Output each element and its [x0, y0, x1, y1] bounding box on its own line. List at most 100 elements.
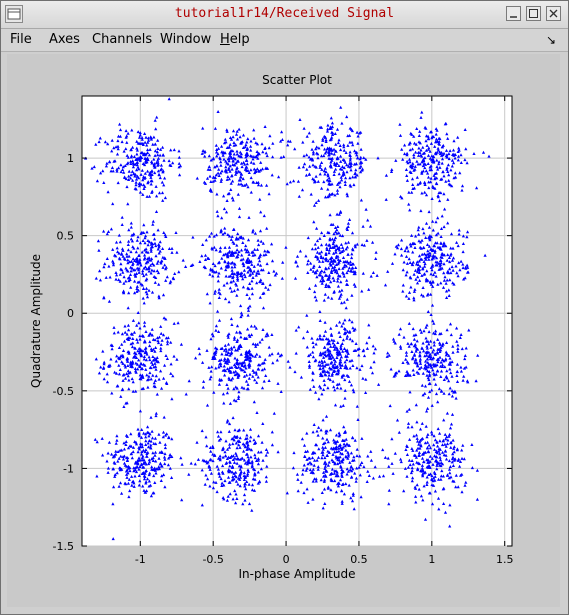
data-point — [323, 273, 328, 277]
data-point — [98, 136, 102, 140]
data-point — [437, 507, 441, 511]
data-point — [343, 388, 347, 392]
menu-axes[interactable]: Axes — [49, 32, 80, 47]
data-point — [335, 382, 339, 386]
data-point — [150, 429, 154, 433]
data-point — [435, 440, 439, 444]
data-point — [313, 179, 317, 183]
data-point — [371, 271, 375, 274]
data-point — [250, 488, 254, 492]
data-point — [463, 128, 467, 131]
data-point — [127, 328, 131, 332]
data-point — [245, 162, 249, 166]
data-point — [333, 265, 337, 269]
data-point — [142, 301, 146, 305]
data-point — [143, 236, 147, 240]
data-point — [259, 239, 263, 243]
menu-file[interactable]: File — [10, 32, 32, 47]
data-point — [224, 210, 229, 214]
data-point — [235, 137, 240, 141]
data-point — [414, 142, 418, 146]
data-point — [309, 462, 313, 466]
data-point — [235, 386, 239, 390]
data-point — [440, 153, 444, 157]
data-point — [340, 250, 344, 253]
data-point — [418, 350, 422, 354]
data-point — [327, 251, 331, 255]
data-point — [137, 266, 141, 270]
data-point — [335, 212, 339, 216]
data-point — [135, 464, 139, 468]
data-point — [146, 441, 150, 445]
menu-channels[interactable]: Channels — [92, 32, 153, 47]
data-point — [129, 332, 133, 336]
data-point — [466, 265, 470, 269]
data-point — [122, 170, 126, 174]
maximize-button[interactable] — [526, 6, 541, 21]
data-point — [144, 152, 148, 156]
data-point — [205, 292, 209, 296]
data-point — [358, 463, 363, 467]
data-point — [265, 154, 269, 158]
data-point — [431, 356, 436, 360]
data-point — [333, 343, 337, 347]
data-point — [432, 160, 436, 164]
data-point — [428, 238, 432, 242]
data-point — [256, 238, 260, 242]
data-point — [330, 268, 334, 272]
data-point — [387, 488, 391, 492]
data-point — [242, 268, 246, 272]
data-point — [123, 363, 127, 367]
data-point — [139, 463, 143, 467]
data-point — [404, 273, 408, 277]
data-point — [218, 454, 222, 458]
data-point — [145, 295, 150, 299]
menu-window[interactable]: Window — [160, 32, 212, 47]
data-point — [151, 222, 155, 226]
data-point — [347, 266, 351, 270]
data-point — [340, 288, 344, 292]
data-point — [470, 443, 474, 446]
dock-arrow-icon[interactable]: ↘ — [545, 33, 556, 47]
data-point — [128, 273, 133, 276]
data-point — [228, 249, 232, 253]
data-point — [367, 323, 371, 327]
data-point — [228, 492, 232, 496]
data-point — [217, 174, 221, 177]
data-point — [443, 365, 447, 369]
data-point — [451, 452, 455, 456]
data-point — [249, 353, 253, 356]
data-point — [241, 364, 245, 367]
close-button[interactable] — [546, 6, 561, 21]
data-point — [209, 231, 214, 235]
data-point — [227, 445, 231, 449]
data-point — [139, 352, 143, 356]
data-point — [236, 287, 240, 291]
data-point — [231, 442, 235, 446]
menu-help[interactable]: Help — [220, 32, 250, 47]
minimize-button[interactable] — [506, 6, 521, 21]
minimize-icon — [510, 16, 517, 18]
data-point — [223, 343, 227, 347]
data-point — [349, 263, 353, 266]
data-point — [330, 245, 334, 249]
data-point — [419, 365, 423, 369]
data-point — [245, 433, 249, 437]
data-point — [143, 460, 147, 464]
data-point — [323, 350, 327, 354]
data-point — [156, 163, 160, 167]
data-point — [457, 261, 461, 265]
data-point — [320, 392, 324, 396]
data-point — [426, 175, 431, 179]
data-point — [417, 259, 421, 263]
data-point — [450, 258, 455, 262]
app-icon[interactable] — [5, 5, 23, 23]
data-point — [425, 373, 429, 377]
title-bar[interactable]: tutorial1r14/Received Signal — [1, 1, 568, 29]
data-point — [213, 453, 217, 457]
data-point — [233, 489, 237, 493]
data-point — [156, 147, 160, 150]
data-point — [217, 290, 221, 294]
data-point — [444, 453, 448, 457]
data-point — [420, 154, 424, 158]
